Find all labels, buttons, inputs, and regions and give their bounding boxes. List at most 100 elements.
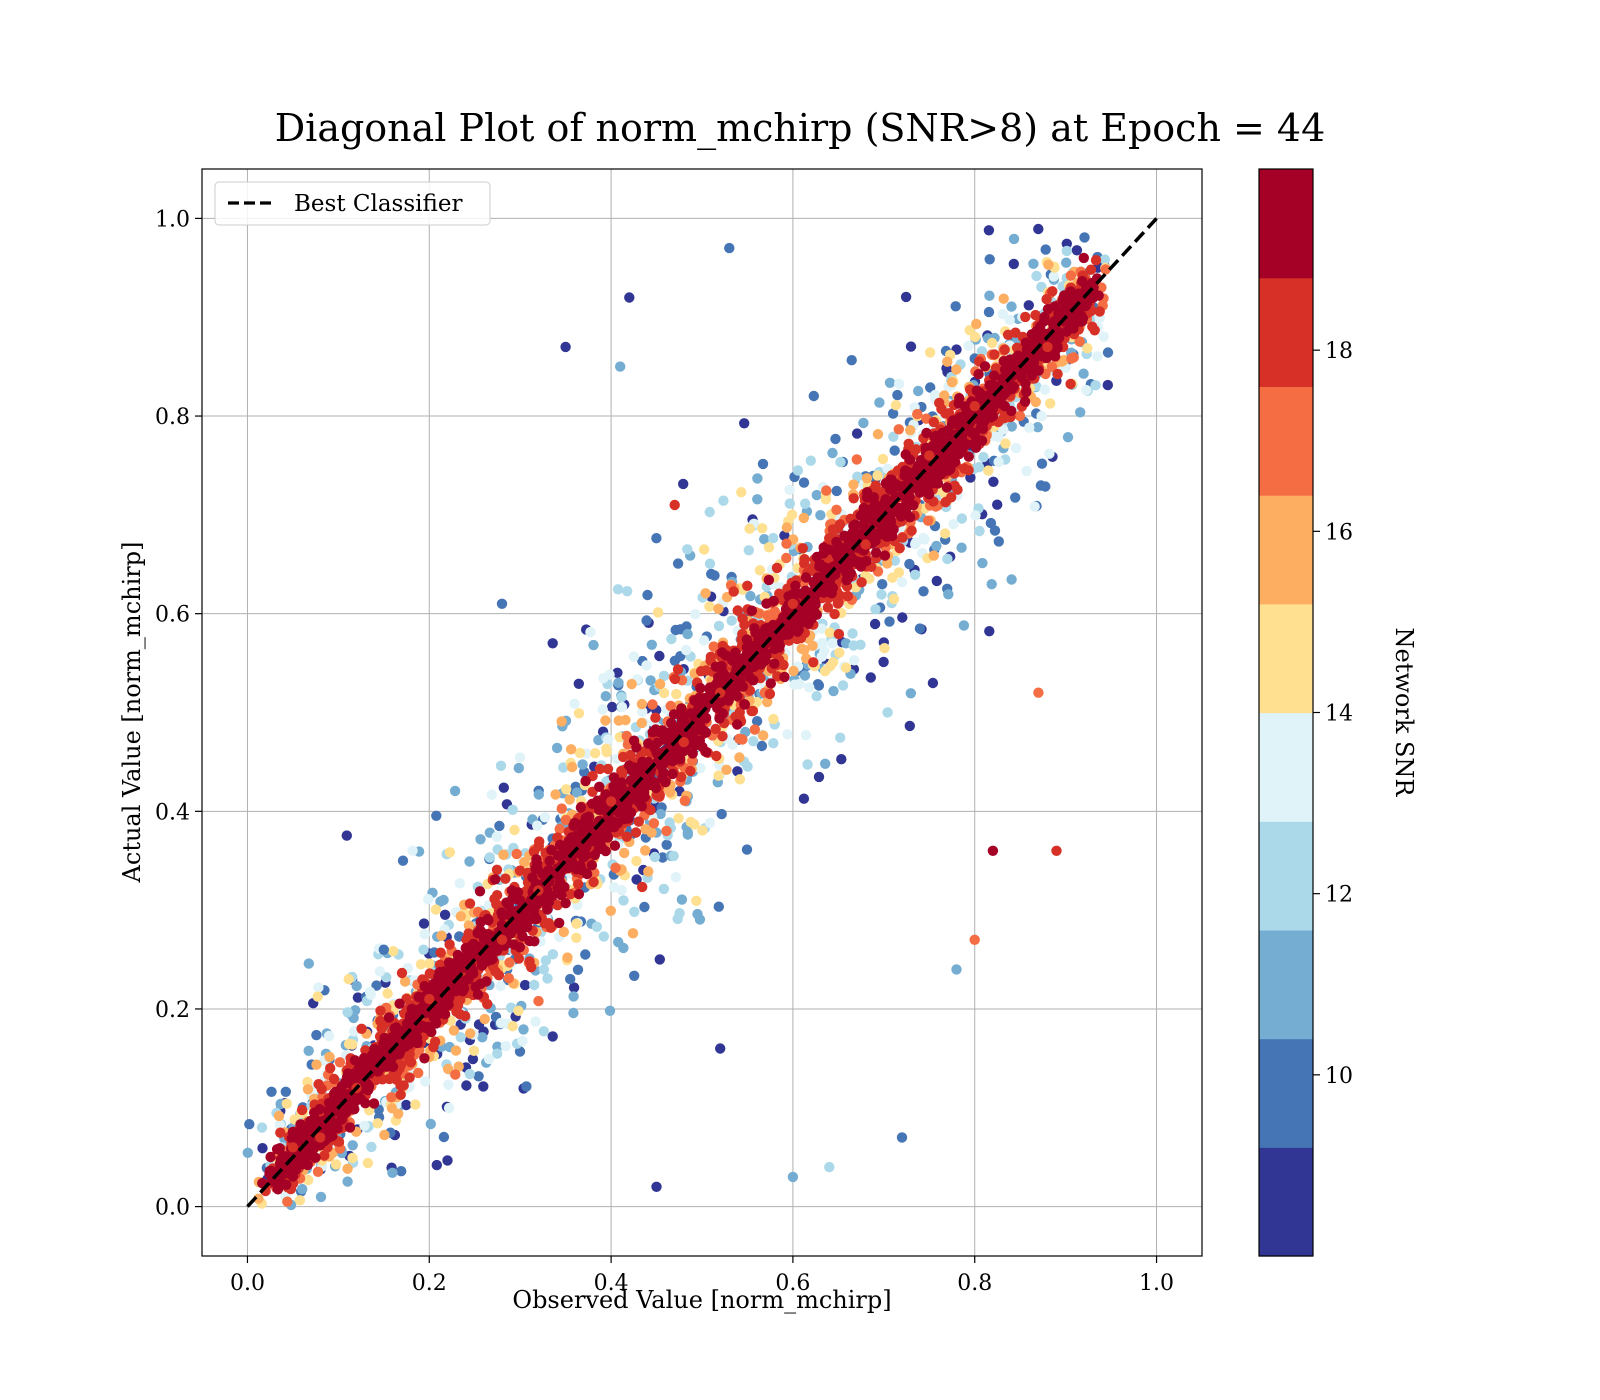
- scatter-point: [986, 337, 998, 349]
- scatter-point: [647, 727, 658, 738]
- scatter-point: [454, 1009, 466, 1020]
- scatter-point: [884, 616, 895, 627]
- scatter-point: [781, 552, 792, 564]
- scatter-point: [856, 577, 867, 588]
- scatter-point: [831, 485, 842, 497]
- scatter-point: [869, 618, 881, 630]
- scatter-point: [745, 590, 756, 602]
- scatter-point: [1010, 492, 1021, 503]
- scatter-point: [1002, 329, 1014, 340]
- scatter-point: [818, 548, 829, 559]
- scatter-point: [566, 761, 578, 773]
- scatter-point: [619, 847, 630, 859]
- scatter-point: [731, 682, 742, 694]
- scatter-point: [1031, 270, 1042, 282]
- scatter-point: [371, 980, 382, 991]
- scatter-point: [442, 1155, 453, 1166]
- scatter-point: [676, 771, 687, 783]
- scatter-point: [746, 605, 758, 616]
- scatter-point: [347, 1140, 358, 1151]
- scatter-point: [448, 1025, 460, 1036]
- scatter-point: [716, 808, 727, 820]
- scatter-point: [893, 424, 904, 435]
- scatter-point: [669, 673, 681, 685]
- scatter-point: [374, 966, 386, 977]
- scatter-point: [602, 763, 614, 775]
- scatter-point: [1090, 380, 1101, 391]
- scatter-point: [682, 628, 693, 640]
- scatter-point: [1036, 458, 1048, 469]
- scatter-point: [475, 834, 486, 845]
- scatter-point: [616, 777, 627, 788]
- scatter-point: [526, 962, 537, 973]
- scatter-point: [657, 852, 668, 863]
- chart-title: Diagonal Plot of norm_mchirp (SNR>8) at …: [275, 106, 1326, 151]
- scatter-point: [971, 318, 982, 330]
- scatter-point: [734, 707, 745, 718]
- scatter-point: [1006, 421, 1017, 432]
- scatter-point: [544, 855, 555, 867]
- scatter-point: [613, 677, 624, 688]
- scatter-point: [343, 974, 354, 985]
- scatter-point: [756, 740, 768, 752]
- scatter-point: [815, 510, 826, 521]
- scatter-point: [507, 1020, 518, 1032]
- scatter-point: [800, 730, 812, 741]
- scatter-point: [347, 1152, 358, 1164]
- scatter-point: [819, 645, 830, 657]
- scatter-point: [704, 601, 715, 612]
- scatter-point: [639, 901, 650, 913]
- scatter-point: [978, 451, 989, 463]
- scatter-point: [698, 635, 710, 646]
- scatter-point: [905, 425, 916, 436]
- scatter-point: [449, 785, 461, 797]
- scatter-point: [454, 963, 465, 975]
- scatter-point: [974, 525, 985, 537]
- scatter-point: [1033, 223, 1044, 235]
- scatter-point: [631, 855, 642, 867]
- scatter-point: [652, 607, 664, 618]
- scatter-point: [848, 493, 859, 504]
- scatter-point: [984, 290, 995, 301]
- scatter-point: [792, 465, 804, 476]
- scatter-point: [508, 939, 520, 950]
- scatter-point: [242, 1147, 253, 1159]
- scatter-point: [491, 864, 503, 875]
- scatter-point: [816, 623, 827, 634]
- scatter-point: [495, 980, 506, 992]
- scatter-point: [401, 1099, 412, 1111]
- scatter-point: [501, 897, 512, 908]
- scatter-point: [728, 586, 739, 597]
- scatter-point: [573, 678, 584, 689]
- scatter-point: [425, 1118, 436, 1130]
- scatter-point: [311, 1059, 322, 1070]
- scatter-point: [315, 1191, 327, 1203]
- scatter-point: [413, 1067, 424, 1079]
- scatter-point: [706, 685, 718, 696]
- scatter-point: [737, 613, 748, 624]
- scatter-point: [682, 544, 693, 555]
- scatter-point: [1075, 407, 1086, 418]
- scatter-point: [845, 568, 856, 579]
- scatter-point: [741, 844, 753, 855]
- scatter-point: [904, 512, 916, 523]
- scatter-point: [757, 458, 769, 470]
- scatter-point: [672, 558, 684, 569]
- scatter-point: [561, 784, 572, 795]
- scatter-point: [678, 478, 689, 490]
- scatter-point: [682, 829, 693, 840]
- scatter-point: [985, 412, 996, 423]
- scatter-point: [324, 1051, 335, 1063]
- scatter-point: [616, 765, 627, 777]
- scatter-point: [311, 1029, 322, 1041]
- scatter-point: [496, 907, 507, 918]
- scatter-point: [674, 908, 685, 919]
- scatter-point: [893, 502, 904, 514]
- scatter-point: [586, 860, 598, 871]
- scatter-point: [571, 918, 582, 929]
- scatter-point: [1030, 365, 1042, 376]
- scatter-point: [927, 677, 939, 689]
- scatter-point: [799, 558, 810, 569]
- scatter-point: [464, 856, 475, 867]
- scatter-point: [964, 325, 975, 336]
